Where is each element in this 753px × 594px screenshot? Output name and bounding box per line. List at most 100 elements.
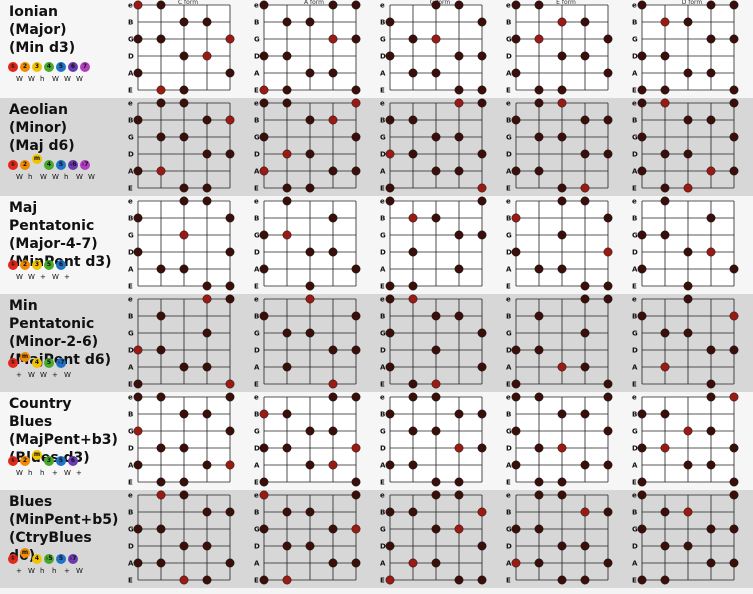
degree-marker: m	[32, 154, 42, 164]
note-dot	[580, 149, 590, 159]
note-dot	[477, 409, 487, 419]
note-dot	[133, 379, 143, 389]
degree-marker: 5	[56, 62, 66, 72]
note-dot	[225, 213, 235, 223]
string-label: A	[254, 266, 260, 274]
note-dot	[557, 85, 567, 95]
note-dot	[282, 507, 292, 517]
degree-legend: ① m 4 5 ♭7 + W W + W	[8, 352, 120, 398]
note-dot	[603, 392, 613, 402]
note-dot	[580, 115, 590, 125]
string-label: A	[254, 560, 260, 568]
note-dot	[328, 0, 338, 10]
note-dot	[305, 541, 315, 551]
note-dot	[225, 34, 235, 44]
degree-marker: ♭6	[68, 160, 78, 170]
note-dot	[534, 477, 544, 487]
note-dot	[282, 98, 292, 108]
note-dot	[557, 541, 567, 551]
degree-marker: 6	[68, 62, 78, 72]
interval-step: +	[52, 469, 58, 477]
note-dot	[557, 17, 567, 27]
note-dot	[179, 443, 189, 453]
string-label: E	[254, 283, 259, 291]
fretboard: e B G D A E	[254, 392, 361, 487]
note-dot	[477, 507, 487, 517]
note-dot	[202, 294, 212, 304]
fretboard-diagram: e B G D A E	[126, 196, 250, 294]
note-dot	[328, 213, 338, 223]
degree-marker: 5	[56, 554, 66, 564]
note-dot	[385, 507, 395, 517]
note-dot	[511, 166, 521, 176]
string-label: D	[128, 347, 134, 355]
string-label: D	[128, 543, 134, 551]
note-dot	[385, 115, 395, 125]
note-dot	[580, 281, 590, 291]
degree-marker: 4	[32, 554, 42, 564]
note-dot	[179, 17, 189, 27]
string-label: G	[254, 232, 260, 240]
string-label: D	[254, 543, 260, 551]
note-dot	[259, 132, 269, 142]
note-dot	[454, 443, 464, 453]
note-dot	[385, 281, 395, 291]
note-dot	[454, 51, 464, 61]
form-title: C form	[177, 0, 199, 6]
note-dot	[225, 115, 235, 125]
note-dot	[729, 392, 739, 402]
string-label: E	[128, 479, 133, 487]
fretboard: e B G D A E	[506, 392, 613, 487]
fretboard: e B G D A E	[506, 0, 613, 95]
note-dot	[408, 34, 418, 44]
note-dot	[511, 34, 521, 44]
note-dot	[534, 311, 544, 321]
string-label: B	[506, 411, 511, 419]
string-label: D	[380, 249, 386, 257]
string-label: G	[632, 526, 638, 534]
string-label: D	[254, 249, 260, 257]
note-dot	[580, 196, 590, 206]
string-label: A	[254, 70, 260, 78]
string-label: e	[380, 2, 385, 10]
string-label: B	[506, 19, 511, 27]
string-label: A	[380, 560, 386, 568]
string-label: D	[380, 151, 386, 159]
interval-step: +	[52, 371, 58, 379]
note-dot	[328, 115, 338, 125]
note-dot	[225, 68, 235, 78]
interval-step: W	[28, 273, 35, 281]
fretboard: e B G D A E	[128, 196, 235, 291]
note-dot	[202, 409, 212, 419]
note-dot	[156, 443, 166, 453]
fretboard: e B G D A E	[128, 0, 235, 95]
note-dot	[683, 149, 693, 159]
fretboard-diagram: D form e B G D A E	[630, 0, 753, 98]
string-label: D	[632, 543, 638, 551]
interval-step: +	[16, 567, 22, 575]
string-label: G	[506, 232, 512, 240]
note-dot	[660, 575, 670, 585]
note-dot	[328, 68, 338, 78]
note-dot	[179, 98, 189, 108]
interval-step: W	[40, 173, 47, 181]
string-label: A	[128, 168, 134, 176]
degree-marker: 6	[68, 456, 78, 466]
fretboard: e B G D A E	[380, 392, 487, 487]
string-label: D	[506, 151, 512, 159]
note-dot	[683, 460, 693, 470]
note-dot	[454, 230, 464, 240]
note-dot	[683, 541, 693, 551]
note-dot	[683, 17, 693, 27]
note-dot	[683, 247, 693, 257]
note-dot	[202, 575, 212, 585]
note-dot	[259, 85, 269, 95]
note-dot	[683, 294, 693, 304]
note-dot	[156, 166, 166, 176]
fretboard-diagram: e B G D A E	[126, 294, 250, 392]
note-dot	[431, 392, 441, 402]
string-label: D	[380, 445, 386, 453]
note-dot	[454, 409, 464, 419]
string-label: E	[380, 381, 385, 389]
